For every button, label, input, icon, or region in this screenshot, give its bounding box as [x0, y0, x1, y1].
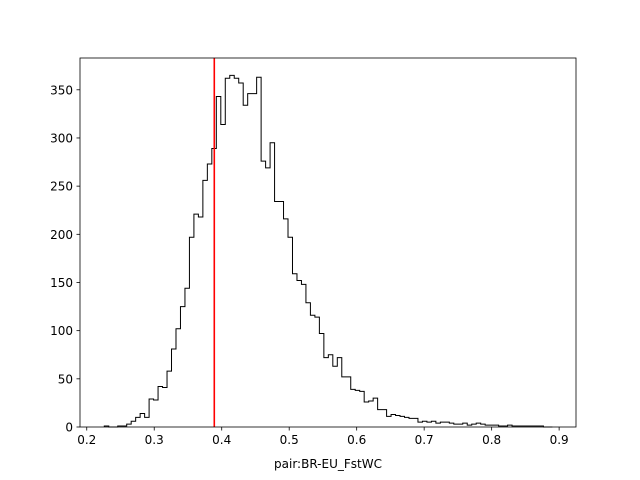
y-tick-label: 250 [50, 180, 73, 194]
y-tick-label: 50 [58, 372, 73, 386]
x-tick-label: 0.9 [550, 433, 569, 447]
x-tick-label: 0.6 [347, 433, 366, 447]
x-axis-label: pair:BR-EU_FstWC [274, 457, 382, 471]
histogram-outline [103, 74, 553, 428]
x-tick-label: 0.2 [77, 433, 96, 447]
axes-frame [79, 57, 577, 428]
x-tick-label: 0.7 [415, 433, 434, 447]
y-tick-label: 100 [50, 324, 73, 338]
y-tick-label: 200 [50, 228, 73, 242]
y-tick-label: 350 [50, 83, 73, 97]
x-tick-label: 0.4 [212, 433, 231, 447]
y-tick-label: 150 [50, 276, 73, 290]
x-tick-label: 0.5 [280, 433, 299, 447]
x-tick-label: 0.3 [145, 433, 164, 447]
y-tick-label: 300 [50, 131, 73, 145]
plot-area: 0.2 0.3 0.4 0.5 0.6 0.7 0.8 0.9 0 50 100 150 200 250 3… [50, 57, 577, 447]
x-tick-label: 0.8 [482, 433, 501, 447]
y-tick-label: 0 [65, 421, 73, 435]
